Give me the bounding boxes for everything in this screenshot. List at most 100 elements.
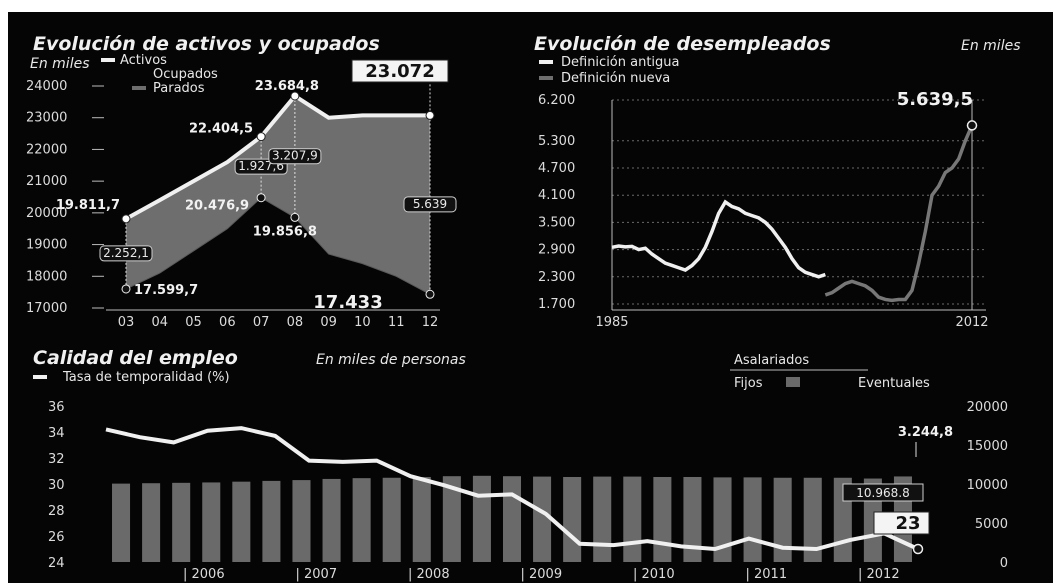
fijos-bar [142,483,161,562]
fijos-bar [292,480,311,562]
fijos-bar [713,477,732,562]
chart1-ytick-label: 23000 [26,111,67,126]
chart1-xtick-label: 12 [422,315,439,330]
temporalidad-line [105,426,919,552]
chart2-ytick-label: 5.300 [538,134,575,149]
fijos-bar [653,476,672,562]
chart2-xtick-1985: 1985 [595,315,628,330]
chart3-year-label: | 2012 [858,567,900,582]
fijos-value-label: 10.968.8 [856,486,909,500]
chart3-yleft-label: 24 [48,556,65,571]
activos-point [290,91,300,101]
ocupados-08-label: 19.856,8 [253,224,317,239]
chart1-ytick-label: 22000 [26,142,67,157]
fijos-bar [502,476,522,562]
legend-fijos-label: Fijos [734,376,763,391]
fijos-bar [533,476,552,562]
chart2-plot: 6.200 5.300 4.700 4.100 3.500 2.900 2.300 1.700… [538,89,989,330]
chart1-xtick-label: 10 [354,315,371,330]
ocupados-03-label: 17.599,7 [134,283,198,298]
chart1-plot: 24000 23000 22000 21000 20000 19000 18000 17000… [26,59,457,330]
chart3-yright-label: 0 [1000,556,1008,571]
fijos-bar [112,483,131,562]
fijos-bar [803,477,822,562]
parados-value-label: 5.639 [413,197,447,211]
chart1-xtick-label: 09 [320,315,337,330]
tasa-value-box [873,511,930,535]
chart2-unit: En miles [961,38,1021,54]
chart1-xtick-label: 04 [152,315,169,330]
chart1-ytick-label: 18000 [26,269,67,284]
chart2-ytick-label: 4.700 [538,161,575,176]
chart3-year-label: | 2008 [408,567,450,582]
fijos-bar [262,480,281,562]
chart3-yright-label: 10000 [967,478,1008,493]
legend-temporalidad-swatch [33,375,47,379]
ocupados-point [121,284,131,294]
chart1-ytick-label: 21000 [26,174,67,189]
chart1-xtick-label: 06 [219,315,236,330]
legend-nueva-swatch [539,76,553,80]
legend-asalariados-label: Asalariados [734,353,809,368]
chart2-title: Evolución de desempleados [534,33,831,55]
chart3-title: Calidad del empleo [33,347,238,369]
legend-temporalidad-label: Tasa de temporalidad (%) [62,370,230,385]
chart3-year-label: | 2009 [521,567,563,582]
activos-point [425,110,435,120]
parados-value-label: 2.252,1 [103,246,149,260]
fijos-bar [172,482,191,562]
parados-value-box [403,196,457,213]
chart2-xtick-2012: 2012 [955,315,988,330]
infographic-svg: Evolución de activos y ocupados En miles… [26,33,1021,582]
fijos-bar [683,476,702,562]
activos-point [121,214,131,224]
chart3-unit: En miles de personas [316,352,466,368]
ocupados-12-label: 17.433 [313,292,382,313]
chart3-yleft-label: 32 [48,452,65,467]
chart2-ytick-label: 2.900 [538,243,575,258]
chart2-ytick-label: 4.100 [538,188,575,203]
parados-value-box [268,148,322,165]
legend-parados-swatch [132,86,146,90]
chart1-ytick-label: 19000 [26,238,67,253]
fijos-bar [472,475,491,562]
chart1-title: Evolución de activos y ocupados [33,33,380,55]
fijos-value-box [842,483,924,502]
fijos-bar [382,477,401,562]
activos-08-label: 23.684,8 [255,79,319,94]
ocupados-point [290,212,300,222]
parados-value-box [99,245,153,262]
desempleados-end-label: 5.639,5 [897,89,973,110]
legend-ocupados-label: Ocupados [153,67,218,82]
chart3-yright-label: 15000 [967,439,1008,454]
tasa-value-label: 23 [895,513,920,534]
chart3-yleft-label: 30 [48,478,65,493]
legend-fijos-swatch [786,377,800,387]
fijos-bar [352,478,371,562]
chart3-plot: 36 34 32 30 28 26 24 20000 15000 10000 5000 0 | 2006… [48,400,1008,582]
fijos-bar [593,476,612,562]
activos-07-label: 22.404,5 [189,122,253,137]
fijos-bar [563,476,582,562]
chart1-unit: En miles [30,56,90,72]
infographic-panel: Evolución de activos y ocupados En miles… [8,12,1053,583]
chart2-ytick-label: 1.700 [538,297,575,312]
legend-antigua-swatch [539,60,553,64]
ocupados-line [125,197,431,295]
parados-area [126,95,430,295]
chart3-yleft-label: 26 [48,530,65,545]
fijos-bar [442,476,461,562]
chart3-yleft-label: 28 [48,504,65,519]
legend-activos-swatch [101,58,115,62]
legend-nueva-label: Definición nueva [561,71,670,86]
legend-activos-label: Activos [120,53,167,68]
temporalidad-end-point [912,543,924,555]
legend-eventuales-label: Eventuales [858,376,930,391]
legend-antigua-label: Definición antigua [561,55,680,70]
activos-12-box [351,59,449,83]
fijos-bar [412,476,431,562]
chart1-ytick-label: 24000 [26,79,67,94]
chart1-ytick-label: 17000 [26,301,67,316]
legend-parados-label: Parados [153,81,205,96]
ocupados-point [425,289,435,299]
